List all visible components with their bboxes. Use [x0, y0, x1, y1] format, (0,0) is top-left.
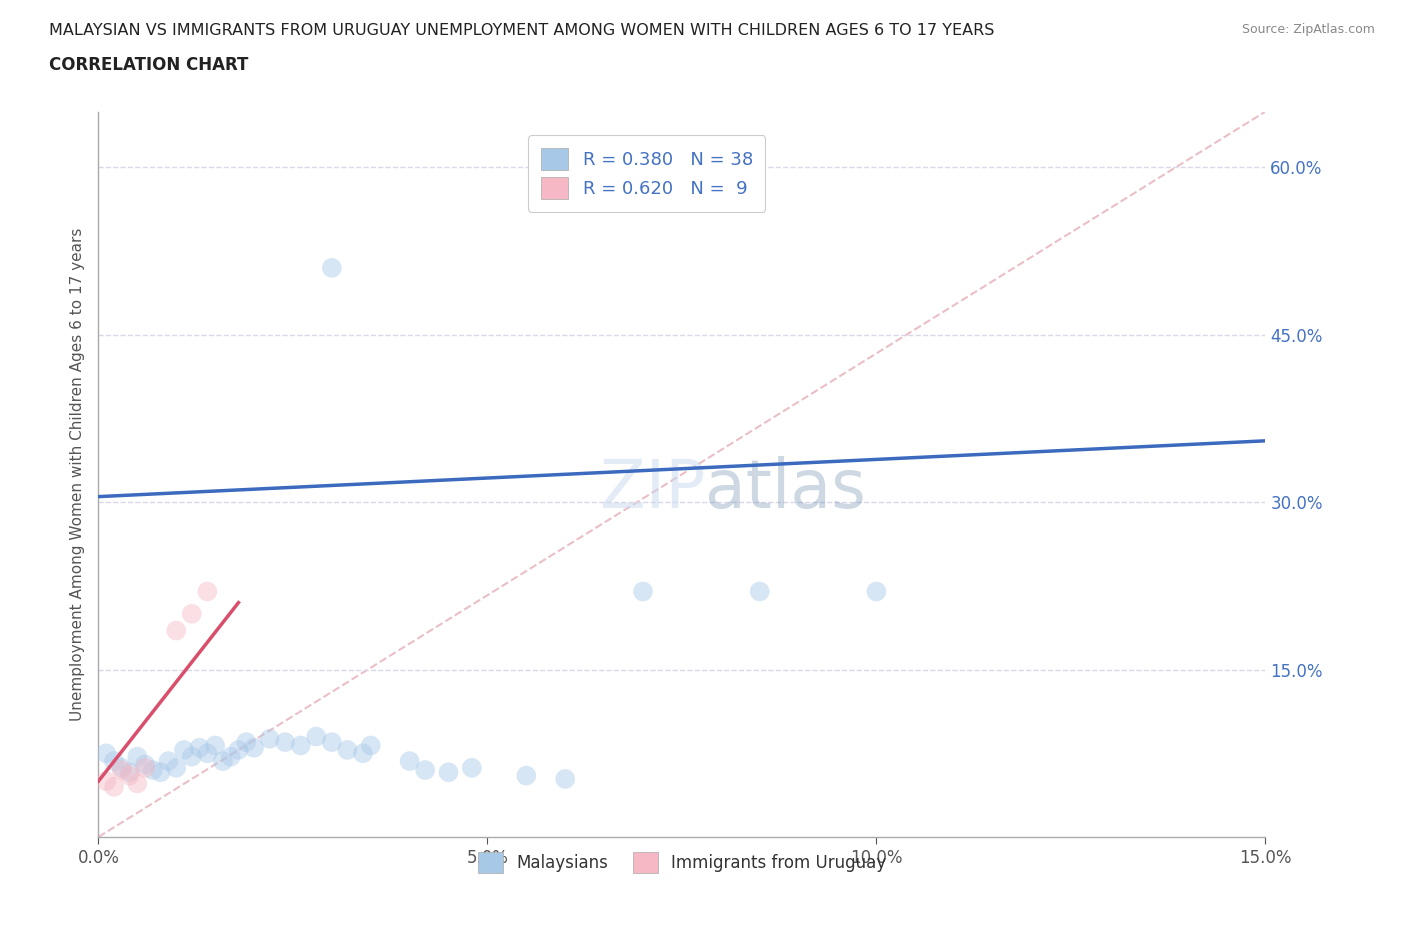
Point [437, 764, 460, 779]
Point [195, 746, 218, 761]
Point [173, 742, 195, 757]
Point [413, 763, 436, 777]
Point [157, 753, 180, 768]
Point [290, 738, 312, 753]
Point [127, 776, 149, 790]
Text: Source: ZipAtlas.com: Source: ZipAtlas.com [1241, 23, 1375, 36]
Point [134, 761, 156, 776]
Point [259, 731, 281, 746]
Point [103, 753, 125, 768]
Text: ZIP: ZIP [600, 456, 706, 522]
Point [127, 750, 149, 764]
Text: atlas: atlas [706, 456, 866, 522]
Point [111, 761, 134, 776]
Point [554, 772, 576, 787]
Point [515, 768, 537, 783]
Point [243, 740, 266, 755]
Point [748, 584, 770, 599]
Point [398, 753, 420, 768]
Point [360, 738, 382, 753]
Point [103, 779, 125, 794]
Text: MALAYSIAN VS IMMIGRANTS FROM URUGUAY UNEMPLOYMENT AMONG WOMEN WITH CHILDREN AGES: MALAYSIAN VS IMMIGRANTS FROM URUGUAY UNE… [49, 23, 994, 38]
Point [96, 774, 118, 789]
Point [461, 761, 484, 776]
Point [228, 742, 250, 757]
Point [204, 738, 226, 753]
Y-axis label: Unemployment Among Women with Children Ages 6 to 17 years: Unemployment Among Women with Children A… [69, 228, 84, 721]
Point [188, 740, 211, 755]
Point [134, 757, 156, 772]
Text: CORRELATION CHART: CORRELATION CHART [49, 56, 249, 73]
Point [305, 729, 328, 744]
Point [180, 750, 202, 764]
Point [352, 746, 374, 761]
Point [111, 763, 134, 777]
Point [149, 764, 172, 779]
Point [336, 742, 359, 757]
Point [212, 753, 235, 768]
Point [865, 584, 887, 599]
Point [142, 763, 165, 777]
Point [274, 735, 297, 750]
Legend: Malaysians, Immigrants from Uruguay: Malaysians, Immigrants from Uruguay [471, 845, 893, 880]
Point [118, 768, 141, 783]
Point [321, 735, 343, 750]
Point [180, 606, 202, 621]
Point [631, 584, 654, 599]
Point [96, 746, 118, 761]
Point [235, 735, 257, 750]
Point [321, 260, 343, 275]
Point [165, 623, 187, 638]
Point [118, 764, 141, 779]
Point [195, 584, 218, 599]
Point [219, 750, 242, 764]
Point [165, 761, 187, 776]
